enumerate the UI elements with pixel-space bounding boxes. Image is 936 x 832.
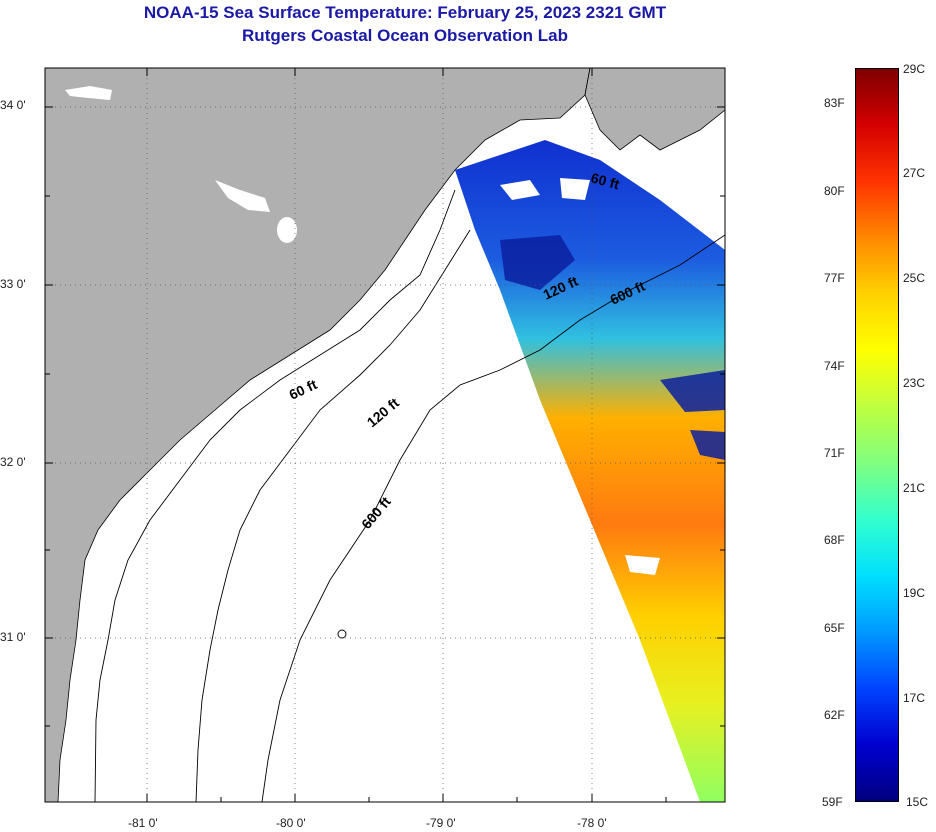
lon-label-80: -80 0' [276,816,306,830]
lake-north [65,86,112,100]
cloud-gap-1 [500,180,540,200]
cold-pool-east-1 [660,370,725,412]
colorbar-label-74f: 74F [824,359,845,373]
tick-marks [45,68,725,802]
colorbar-label-29c: 29C [903,62,926,76]
contour-60ft [94,189,456,802]
land-coast-north [584,68,725,151]
colorbar-label-17c: 17C [903,691,926,705]
cold-pool-east-2 [690,430,725,460]
colorbar-label-68f: 68F [824,533,845,547]
colorbar-label-62f: 62F [824,708,845,722]
colorbar-label-71f: 71F [824,446,845,460]
lat-label-34: 34 0' [0,98,26,112]
colorbar-label-65f: 65F [824,621,845,635]
lat-lon-grid [45,68,725,802]
cold-pool-nearshore [500,235,575,290]
seamount-contour [337,629,347,639]
lat-label-32: 32 0' [0,455,26,469]
colorbar-label-80f: 80F [824,184,845,198]
sst-swath [455,140,725,802]
colorbar-label-15c: 15C [906,795,929,809]
colorbar-label-27c: 27C [903,166,926,180]
map-frame [44,67,726,803]
temperature-colorbar [855,68,899,802]
cloud-gap-2 [560,178,590,200]
colorbar-label-77f: 77F [824,271,845,285]
colorbar-label-25c: 25C [903,271,926,285]
lon-label-78: -78 0' [577,816,607,830]
colorbar-label-19c: 19C [903,586,926,600]
contour-600ft [261,234,725,802]
colorbar-label-59f: 59F [822,795,843,809]
colorbar-label-21c: 21C [903,481,926,495]
colorbar-label-23c: 23C [903,376,926,390]
lat-label-33: 33 0' [0,277,26,291]
contour-120ft [195,229,471,802]
lon-label-81: -81 0' [128,816,158,830]
land-mass [45,68,591,802]
map-subtitle: Rutgers Coastal Ocean Observation Lab [242,26,568,45]
lon-label-79: -79 0' [426,816,456,830]
map-title: NOAA-15 Sea Surface Temperature: Februar… [143,3,667,22]
cloud-gap-3 [625,555,660,575]
lake-marion [215,180,270,212]
contour-label-60ft-north: 60 ft [589,169,621,192]
lat-label-31: 31 0' [0,630,26,644]
lake-moultrie [277,217,297,243]
colorbar-label-83f: 83F [824,96,845,110]
